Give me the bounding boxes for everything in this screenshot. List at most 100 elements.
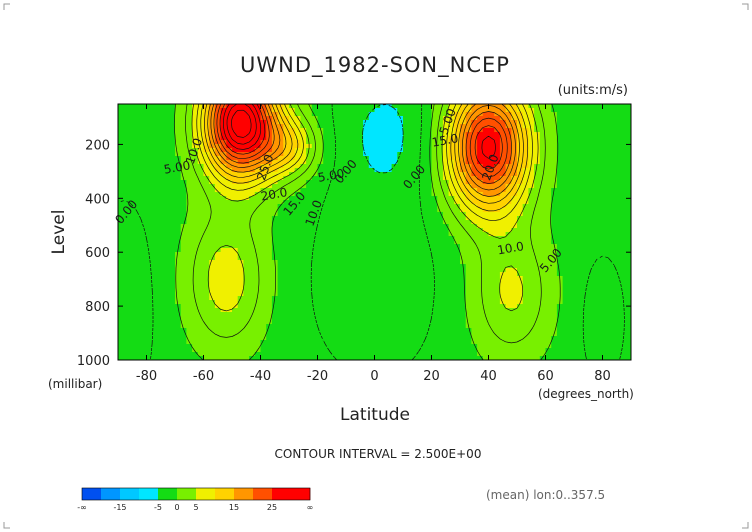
contour-fill-cell [317,184,324,189]
contour-fill-cell [460,272,467,277]
contour-fill-cell [625,236,631,241]
contour-fill-cell [317,136,324,141]
contour-fill-cell [346,168,353,173]
contour-fill-cell [556,316,564,321]
contour-fill-cell [180,260,187,265]
contour-fill-cell [197,172,205,177]
contour-fill-cell [152,200,159,205]
contour-fill-cell [408,188,415,193]
contour-fill-cell [517,268,524,273]
contour-fill-cell [203,260,210,265]
contour-fill-cell [408,256,415,261]
contour-fill-cell [539,144,547,149]
contour-fill-cell [551,288,558,293]
contour-fill-cell [534,216,541,221]
contour-fill-cell [346,220,353,225]
contour-fill-cell [591,216,598,221]
contour-fill-cell [226,204,233,209]
contour-fill-cell [408,264,415,269]
contour-fill-cell [346,148,353,153]
contour-fill-cell [482,312,490,317]
contour-fill-cell [192,104,199,109]
contour-fill-cell [579,184,586,189]
contour-fill-cell [197,260,205,265]
contour-fill-cell [556,212,564,217]
contour-fill-cell [203,156,210,161]
contour-fill-cell [391,252,398,257]
contour-fill-cell [368,224,376,229]
contour-fill-cell [163,268,170,273]
contour-fill-cell [118,320,125,325]
contour-fill-cell [499,188,507,193]
contour-fill-cell [556,204,564,209]
contour-fill-cell [551,260,558,265]
contour-fill-cell [556,172,564,177]
contour-fill-cell [608,260,615,265]
contour-fill-cell [511,192,518,197]
contour-fill-cell [477,104,484,109]
contour-fill-cell [175,276,182,281]
contour-fill-cell [477,136,484,141]
contour-fill-cell [323,312,330,317]
contour-fill-cell [437,188,444,193]
contour-fill-cell [403,104,410,109]
contour-fill-cell [511,300,518,305]
contour-fill-cell [283,152,290,157]
contour-fill-cell [118,216,125,221]
contour-fill-cell [437,216,444,221]
contour-fill-cell [334,156,341,161]
contour-fill-cell [271,324,279,329]
contour-fill-cell [613,240,621,245]
contour-fill-cell [494,228,501,233]
contour-fill-cell [385,320,393,325]
contour-fill-cell [545,192,552,197]
contour-fill-cell [163,236,170,241]
contour-fill-cell [425,268,433,273]
contour-fill-cell [591,296,598,301]
contour-fill-cell [522,316,529,321]
contour-fill-cell [214,284,222,289]
contour-fill-cell [408,192,415,197]
contour-fill-cell [545,228,552,233]
contour-fill-cell [186,272,193,277]
contour-fill-cell [129,252,136,257]
contour-fill-cell [625,248,631,253]
contour-fill-cell [237,216,244,221]
contour-fill-cell [437,268,444,273]
contour-fill-cell [328,196,336,201]
contour-fill-cell [192,156,199,161]
contour-fill-cell [448,180,455,185]
contour-fill-cell [146,240,153,245]
contour-fill-cell [232,280,239,285]
contour-fill-cell [351,292,358,297]
contour-fill-cell [477,280,484,285]
contour-fill-cell [346,288,353,293]
contour-fill-cell [271,188,279,193]
contour-fill-cell [266,272,273,277]
contour-fill-cell [283,228,290,233]
contour-fill-cell [539,176,547,181]
contour-fill-cell [591,284,598,289]
contour-fill-cell [471,236,478,241]
contour-fill-cell [118,292,125,297]
contour-fill-cell [192,172,199,177]
contour-fill-cell [613,120,621,125]
contour-fill-cell [431,312,438,317]
contour-fill-cell [568,120,575,125]
contour-fill-cell [129,228,136,233]
contour-fill-cell [465,200,472,205]
contour-fill-cell [608,168,615,173]
contour-fill-cell [186,124,193,129]
contour-fill-cell [163,244,170,249]
contour-fill-cell [482,268,490,273]
contour-fill-cell [123,188,130,193]
contour-fill-cell [562,272,569,277]
contour-fill-cell [118,192,125,197]
contour-fill-cell [346,260,353,265]
contour-fill-cell [374,116,381,121]
contour-fill-cell [414,212,421,217]
contour-fill-cell [562,320,569,325]
contour-fill-cell [545,128,552,133]
contour-fill-cell [237,220,244,225]
contour-fill-cell [214,164,222,169]
